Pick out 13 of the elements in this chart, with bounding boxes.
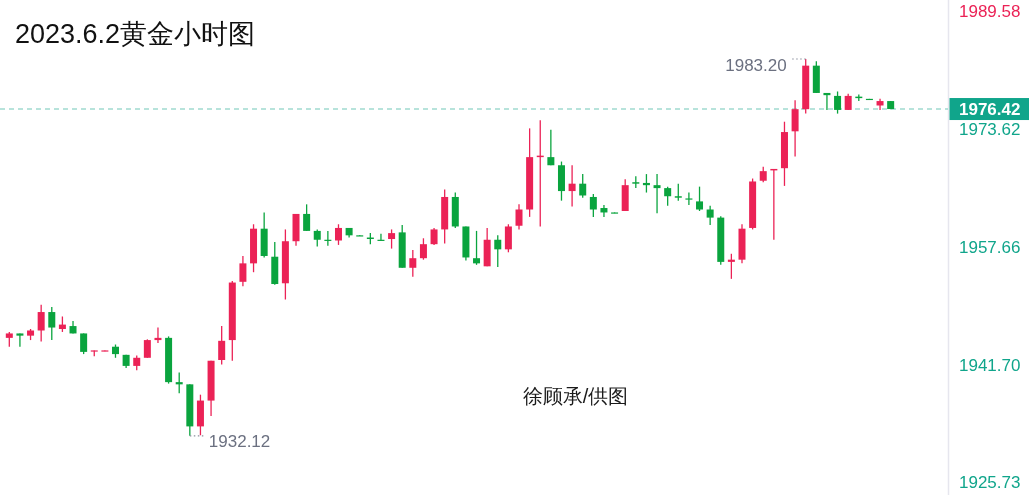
ytick-label: 1941.70 [959, 355, 1021, 375]
ytick-label: 1925.73 [959, 473, 1021, 493]
ytick-label: 1989.58 [959, 2, 1021, 22]
annotation: 1932.12 [208, 432, 271, 452]
annotation: 1983.20 [725, 55, 807, 75]
annotation: 1983.20 [725, 55, 787, 75]
annotation: 徐顾承/供图 [522, 385, 629, 407]
ref-label: 1976.42 [949, 98, 1029, 121]
ytick-label: 1973.62 [959, 120, 1021, 140]
ref-line-label: 1976.42 [959, 100, 1021, 120]
title: 2023.6.2黄金小时图 [15, 19, 256, 49]
annotation: 1932.12 [189, 432, 271, 452]
ytick-label: 1957.66 [959, 237, 1021, 257]
